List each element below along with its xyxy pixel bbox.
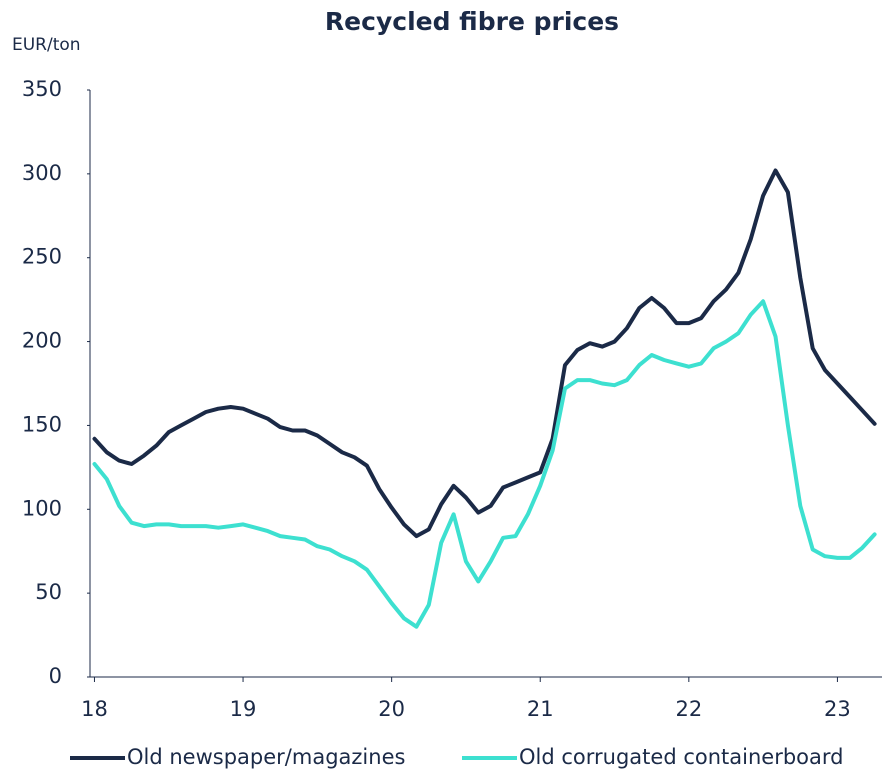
series-line: [92, 299, 877, 629]
x-tick-label: 18: [81, 697, 108, 721]
y-tick-label: 300: [22, 161, 62, 185]
y-tick-label: 350: [22, 77, 62, 101]
y-tick-label: 0: [49, 664, 62, 688]
x-tick-label: 21: [527, 697, 554, 721]
y-tick-label: 250: [22, 245, 62, 269]
legend-label: Old newspaper/magazines: [127, 745, 405, 769]
legend-label: Old corrugated containerboard: [519, 745, 843, 769]
y-tick-label: 200: [22, 329, 62, 353]
x-tick-label: 22: [675, 697, 702, 721]
y-tick-label: 150: [22, 412, 62, 436]
chart-title: Recycled fibre prices: [325, 7, 619, 36]
y-tick-label: 50: [35, 580, 62, 604]
series-line: [92, 168, 877, 539]
x-tick-label: 19: [230, 697, 257, 721]
x-tick-label: 23: [824, 697, 851, 721]
y-tick-label: 100: [22, 496, 62, 520]
y-axis-label: EUR/ton: [12, 35, 81, 55]
x-tick-label: 20: [378, 697, 405, 721]
